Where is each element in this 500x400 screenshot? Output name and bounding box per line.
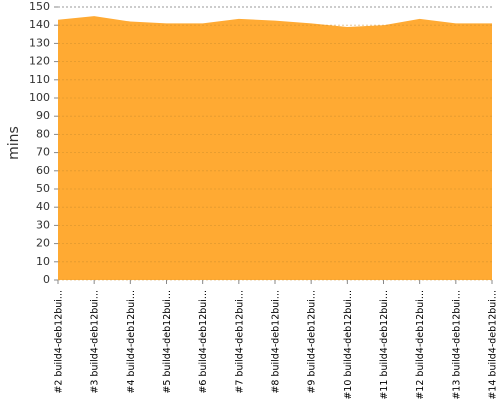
x-tick-label: #5 build4-deb12bui... bbox=[162, 290, 173, 394]
y-axis-label: mins bbox=[6, 126, 22, 160]
y-tick-label: 40 bbox=[36, 200, 50, 213]
y-tick-label: 90 bbox=[36, 109, 50, 122]
x-tick-label: #7 build4-deb12bui... bbox=[234, 290, 245, 394]
x-tick-label: #8 build4-deb12bui... bbox=[271, 290, 282, 394]
y-tick-label: 50 bbox=[36, 182, 50, 195]
y-tick-label: 80 bbox=[36, 127, 50, 140]
area bbox=[58, 16, 492, 280]
x-tick-label: #3 build4-deb12bui... bbox=[90, 290, 101, 394]
y-tick-label: 140 bbox=[29, 18, 50, 31]
y-tick-label: 130 bbox=[29, 36, 50, 49]
y-tick-label: 150 bbox=[29, 0, 50, 13]
y-tick-label: 110 bbox=[29, 73, 50, 86]
y-tick-label: 60 bbox=[36, 164, 50, 177]
y-tick-label: 20 bbox=[36, 237, 50, 250]
y-tick-label: 10 bbox=[36, 255, 50, 268]
x-tick-label: #11 build4-deb12bui... bbox=[379, 290, 390, 400]
y-tick-label: 120 bbox=[29, 55, 50, 68]
y-tick-label: 30 bbox=[36, 218, 50, 231]
x-tick-label: #4 build4-deb12bui... bbox=[126, 290, 137, 394]
y-tick-label: 0 bbox=[43, 273, 50, 286]
x-tick-label: #6 build4-deb12bui... bbox=[198, 290, 209, 394]
x-tick-label: #13 build4-deb12bui... bbox=[451, 290, 462, 400]
x-tick-label: #10 build4-deb12bui... bbox=[343, 290, 354, 400]
x-tick-label: #14 build4-deb12bui... bbox=[488, 290, 499, 400]
y-tick-label: 100 bbox=[29, 91, 50, 104]
x-tick-label: #12 build4-deb12bui... bbox=[415, 290, 426, 400]
y-tick-label: 70 bbox=[36, 146, 50, 159]
x-tick-label: #9 build4-deb12bui... bbox=[307, 290, 318, 394]
x-tick-label: #2 build4-deb12bui... bbox=[54, 290, 65, 394]
